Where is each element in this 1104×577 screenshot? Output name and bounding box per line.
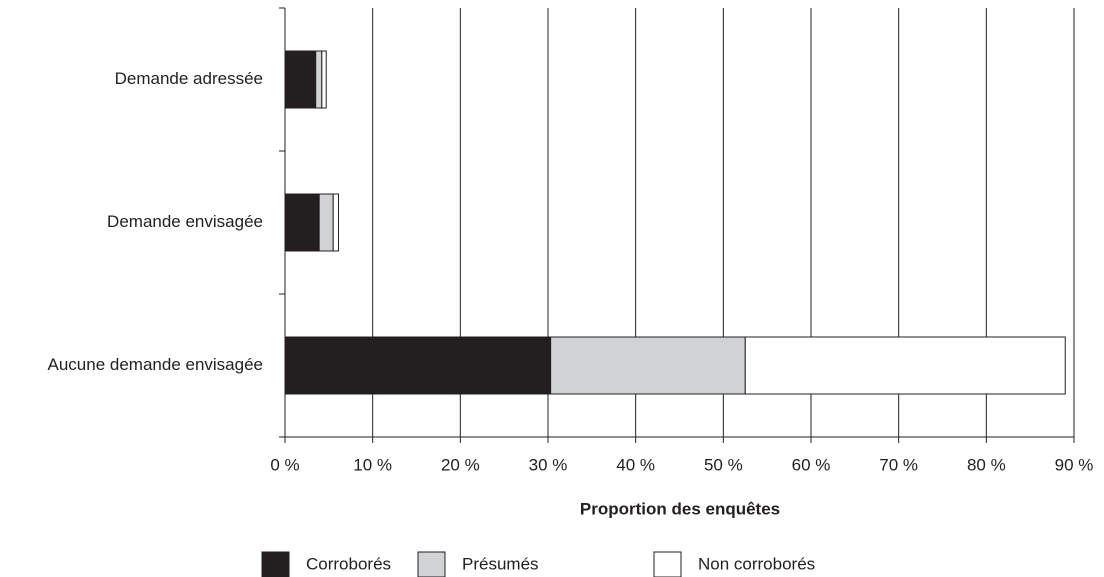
bar-segment	[550, 336, 746, 395]
x-tick-label: 80 %	[967, 455, 1006, 474]
bar-segment	[318, 193, 334, 252]
legend-swatch	[653, 551, 682, 577]
legend-label: Non corroborés	[698, 554, 815, 573]
bar-segment	[284, 193, 320, 252]
x-tick-label: 30 %	[529, 455, 568, 474]
y-tick-label: Aucune demande envisagée	[48, 355, 264, 374]
x-tick-label: 60 %	[792, 455, 831, 474]
legend-label: Corroborés	[306, 554, 391, 573]
x-tick-label: 90 %	[1055, 455, 1094, 474]
y-tick-label: Demande adressée	[115, 69, 263, 88]
bar-segment	[321, 50, 327, 109]
y-tick-label: Demande envisagée	[107, 212, 263, 231]
legend-swatch	[417, 551, 446, 577]
x-axis-label: Proportion des enquêtes	[580, 499, 780, 518]
x-tick-label: 10 %	[353, 455, 392, 474]
x-tick-label: 50 %	[704, 455, 743, 474]
bar-segment	[284, 50, 317, 109]
x-tick-label: 20 %	[441, 455, 480, 474]
x-tick-label: 70 %	[879, 455, 918, 474]
bar-segment	[315, 50, 323, 109]
bar-segment	[332, 193, 339, 252]
bar-segment	[744, 336, 1066, 395]
x-tick-label: 40 %	[616, 455, 655, 474]
x-tick-label: 0 %	[270, 455, 299, 474]
legend-swatch	[261, 551, 290, 577]
bar-segment	[284, 336, 552, 395]
legend-label: Présumés	[462, 554, 539, 573]
